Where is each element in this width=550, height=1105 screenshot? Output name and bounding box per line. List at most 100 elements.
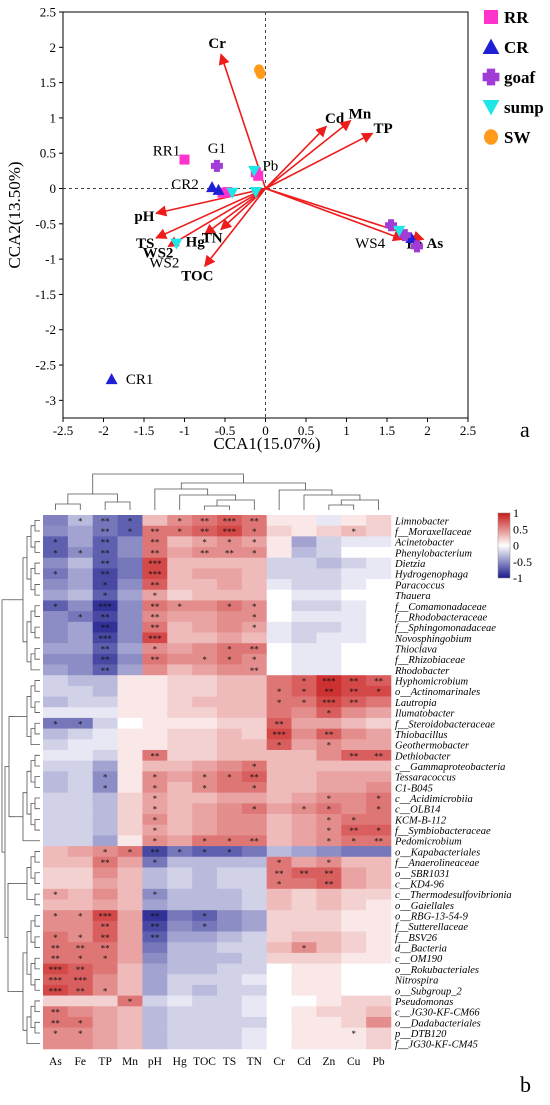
row-label: c__KD4-96 bbox=[395, 879, 445, 890]
heatmap-cell bbox=[67, 984, 94, 996]
significance-mark: * bbox=[128, 527, 133, 537]
significance-mark: * bbox=[53, 933, 58, 943]
dendrogram-branch bbox=[30, 802, 35, 826]
vector-ph bbox=[155, 187, 266, 217]
significance-mark: ** bbox=[101, 655, 111, 665]
significance-mark: * bbox=[277, 698, 282, 708]
heatmap-cell bbox=[217, 557, 243, 569]
heatmap-cell bbox=[117, 814, 143, 826]
heatmap-cell bbox=[192, 632, 218, 644]
row-label: Novosphingobium bbox=[394, 634, 472, 645]
heatmap-cell bbox=[43, 739, 69, 751]
heatmap-cell bbox=[291, 1006, 317, 1018]
heatmap-cell bbox=[117, 717, 143, 729]
heatmap-cell bbox=[117, 835, 143, 847]
row-label: Thioclava bbox=[395, 645, 437, 656]
row-label: c__JG30-KF-CM66 bbox=[395, 1008, 480, 1019]
significance-mark: * bbox=[153, 858, 158, 868]
heatmap-cell bbox=[266, 547, 292, 559]
heatmap-cell bbox=[142, 728, 168, 740]
heatmap-cell bbox=[67, 739, 94, 751]
heatmap-cell bbox=[92, 525, 118, 537]
column-labels: As Fe TP Mn pH Hg TOC TS TN Cr Cd Zn Cu Pb bbox=[49, 1056, 385, 1068]
row-label: f__Symbiobacteraceae bbox=[395, 826, 491, 837]
heatmap-cell bbox=[241, 515, 268, 526]
heatmap-cell bbox=[266, 963, 292, 975]
significance-mark: * bbox=[153, 890, 158, 900]
heatmap-cell bbox=[167, 739, 193, 751]
heatmap-cell bbox=[291, 888, 317, 900]
significance-mark: * bbox=[351, 815, 356, 825]
dendrogram-branch bbox=[67, 493, 118, 504]
significance-mark: * bbox=[78, 1018, 83, 1028]
heatmap-cell bbox=[192, 525, 218, 537]
heatmap-cell bbox=[67, 771, 94, 783]
heatmap-cell bbox=[217, 803, 243, 815]
heatmap-cell bbox=[316, 739, 342, 751]
row-label: Geothermobacter bbox=[395, 741, 470, 752]
point-cr bbox=[206, 181, 219, 193]
heatmap-cell bbox=[117, 899, 143, 911]
heatmap-cell bbox=[266, 771, 292, 783]
heatmap-cell bbox=[43, 1006, 69, 1018]
heatmap-cell bbox=[241, 653, 268, 665]
heatmap-cell bbox=[341, 867, 367, 879]
heatmap-cell bbox=[366, 557, 392, 569]
dendrogram-branch bbox=[30, 856, 35, 879]
heatmap-cell bbox=[192, 589, 218, 601]
heatmap-cell bbox=[142, 952, 168, 964]
heatmap-cell bbox=[43, 643, 69, 655]
x-tick-label: 1 bbox=[343, 423, 350, 438]
row-label: o__RBG-13-54-9 bbox=[395, 912, 469, 923]
significance-mark: ** bbox=[150, 527, 160, 537]
heatmap-cell bbox=[316, 995, 342, 1007]
heatmap-cell bbox=[217, 899, 243, 911]
heatmap-cell bbox=[117, 974, 143, 986]
significance-mark: * bbox=[302, 944, 307, 954]
sample-label-cr2: CR2 bbox=[171, 177, 199, 193]
heatmap-cell bbox=[92, 771, 118, 783]
row-label: f__Moraxellaceae bbox=[395, 527, 472, 538]
significance-mark: * bbox=[153, 837, 158, 847]
heatmap-cell bbox=[192, 707, 218, 719]
heatmap-cell bbox=[341, 942, 367, 954]
colorbar: 1 0.5 0 -0.5 -1 bbox=[497, 506, 532, 585]
heatmap-cell bbox=[142, 675, 168, 687]
heatmap-cell bbox=[341, 717, 367, 729]
heatmap-cell bbox=[117, 803, 143, 815]
row-label: f__Sphingomonadaceae bbox=[395, 623, 496, 634]
heatmap-cell bbox=[266, 621, 292, 633]
heatmap-cell bbox=[117, 792, 143, 804]
heatmap-cell bbox=[217, 621, 243, 633]
heatmap-cell bbox=[316, 653, 342, 665]
heatmap-cell bbox=[167, 579, 193, 591]
legend-marker-goaf bbox=[482, 68, 500, 86]
column-label: Cu bbox=[347, 1056, 361, 1068]
x-tick-label: 1.5 bbox=[379, 423, 395, 438]
heatmap-cell bbox=[117, 525, 143, 537]
heatmap-cell bbox=[291, 899, 317, 911]
heatmap-cell bbox=[92, 995, 118, 1007]
heatmap-cell bbox=[117, 888, 143, 900]
significance-mark: * bbox=[177, 602, 182, 612]
heatmap-cell bbox=[142, 568, 168, 580]
heatmap-cell bbox=[266, 664, 292, 676]
heatmap-cell bbox=[67, 824, 94, 836]
significance-mark: * bbox=[78, 612, 83, 622]
heatmap-cell bbox=[366, 974, 392, 986]
heatmap-cell bbox=[117, 696, 143, 708]
heatmap-cell bbox=[67, 867, 94, 879]
heatmap-cell bbox=[217, 653, 243, 665]
row-label: p__DTB120 bbox=[394, 1029, 447, 1040]
heatmap-cell bbox=[217, 888, 243, 900]
significance-mark: * bbox=[227, 645, 232, 655]
heatmap-cell bbox=[117, 1016, 143, 1028]
heatmap-cell bbox=[67, 685, 94, 697]
heatmap-cell bbox=[217, 515, 243, 526]
heatmap-cell bbox=[43, 814, 69, 826]
heatmap-cell bbox=[341, 579, 367, 591]
heatmap-cell bbox=[92, 846, 118, 858]
heatmap-cell bbox=[67, 963, 94, 975]
heatmap-cell bbox=[366, 536, 392, 548]
point-rr bbox=[253, 170, 264, 181]
